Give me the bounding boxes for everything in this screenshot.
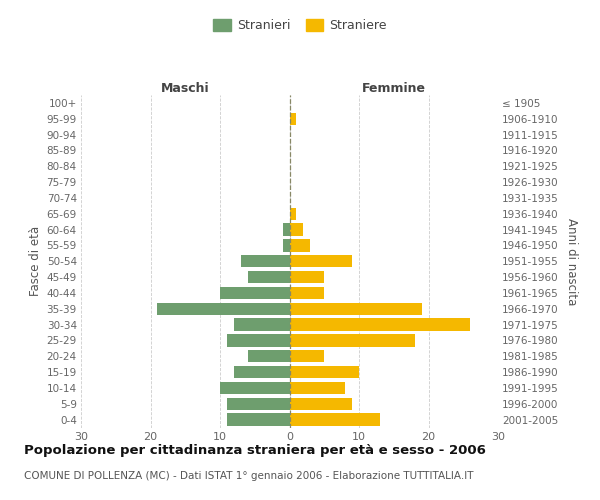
Bar [234,318,290,331]
Bar [290,208,296,220]
Bar [290,112,296,125]
Bar [220,382,290,394]
Bar [290,366,359,378]
Bar [290,318,470,331]
Y-axis label: Fasce di età: Fasce di età [29,226,43,296]
Bar [290,398,352,410]
Bar [227,414,290,426]
Bar [248,350,290,362]
Bar [283,224,290,236]
Bar [157,302,290,315]
Bar [283,239,290,252]
Bar [241,255,290,268]
Bar [227,398,290,410]
Bar [227,334,290,346]
Bar [290,255,352,268]
Text: Popolazione per cittadinanza straniera per età e sesso - 2006: Popolazione per cittadinanza straniera p… [24,444,486,457]
Bar [220,286,290,299]
Bar [290,224,304,236]
Bar [290,302,422,315]
Bar [234,366,290,378]
Bar [290,286,324,299]
Bar [290,382,345,394]
Bar [290,271,324,283]
Bar [290,414,380,426]
Bar [290,239,310,252]
Bar [290,334,415,346]
Text: COMUNE DI POLLENZA (MC) - Dati ISTAT 1° gennaio 2006 - Elaborazione TUTTITALIA.I: COMUNE DI POLLENZA (MC) - Dati ISTAT 1° … [24,471,473,481]
Legend: Stranieri, Straniere: Stranieri, Straniere [208,14,392,37]
Text: Maschi: Maschi [161,82,209,95]
Bar [290,350,324,362]
Bar [248,271,290,283]
Text: Femmine: Femmine [362,82,426,95]
Y-axis label: Anni di nascita: Anni di nascita [565,218,578,305]
